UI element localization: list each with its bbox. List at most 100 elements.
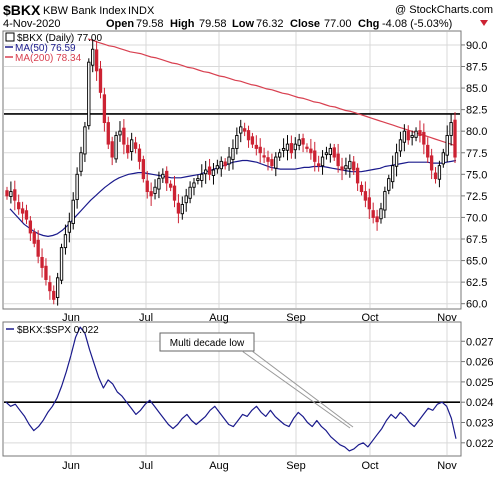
candle-body-down [262,155,266,158]
candle-body-down [110,141,114,158]
candle-body-down [313,150,317,162]
candle-body-down [422,132,426,145]
index-name: KBW Bank Index [43,5,127,17]
ratio-month-label: Aug [209,460,229,472]
ratio-tick-label: 0.026 [466,357,494,369]
candle-body-down [363,191,368,201]
ma200-line [87,38,457,147]
candle-body-down [242,128,247,132]
candle-body-down [352,161,356,171]
price-month-label: Oct [361,312,378,324]
ratio-tick-label: 0.027 [466,336,494,348]
ma200-path [87,38,457,147]
candle-body-up [402,130,407,143]
chg-value: -4.08 (-5.03%) [382,18,452,30]
price-month-label: Sep [286,312,306,324]
candle-body-down [359,184,364,193]
candle-body-up [118,130,122,136]
candle-body-down [418,130,422,136]
candle-body-up [441,152,445,165]
ratio-month-label: Jun [62,460,80,472]
candle-body-up [157,178,161,190]
candle-body-down [371,210,375,218]
candle-body-down [94,49,99,72]
low-label: Low [232,18,254,30]
candle-body-down [141,159,146,180]
price-tick-label: 82.5 [466,105,487,117]
candle-body-up [153,186,157,194]
ratio-tick-label: 0.023 [466,418,494,430]
open-label: Open [106,18,134,30]
candle-body-up [344,165,348,170]
close-label: Close [290,18,320,30]
price-legend: $BKX (Daily) 77.00 MA(50) 76.59 MA(200) … [5,32,102,64]
legend-price: $BKX (Daily) 77.00 [17,33,102,44]
candle-body-up [184,195,188,204]
candle-body-down [172,185,177,201]
candle-body-down [32,231,36,244]
candle-body-up [219,160,223,170]
candle-body-up [348,160,352,170]
candle-body-down [168,183,173,188]
candle-body-up [114,135,118,160]
candle-body-down [223,161,227,167]
ratio-x-axis: Jun Jul Aug Sep Oct Nov [62,460,457,472]
candle-body-up [445,135,449,156]
annotation-text: Multi decade low [170,338,245,349]
price-panel [2,30,462,310]
price-tick-label: 60.0 [466,299,487,311]
candle-body-down [126,144,130,154]
candle-body-up [437,165,442,180]
candle-body-down [40,257,44,268]
high-value: 79.58 [199,18,227,30]
candle-body-down [355,167,360,184]
candle-body-up [297,139,301,146]
candle-body-down [367,197,371,210]
candle-body-down [20,208,25,214]
price-tick-label: 67.5 [466,234,487,246]
price-tick-label: 75.0 [466,169,487,181]
candle-body-up [383,191,387,211]
open-value: 79.58 [136,18,164,30]
candle-body-down [149,191,153,197]
price-tick-label: 85.0 [466,83,487,95]
down-arrow-icon [480,20,488,26]
candle-body-down [332,147,336,158]
price-tick-label: 90.0 [466,40,487,52]
candle-body-down [250,136,255,145]
candle-body-down [336,153,340,167]
candle-body-up [285,143,290,151]
candle-body-up [410,135,414,138]
price-month-label: Nov [437,312,457,324]
price-grid [4,32,460,308]
chg-label: Chg [358,18,379,30]
candle-body-up [215,165,220,170]
candle-body-up [87,61,91,127]
price-tick-label: 65.0 [466,256,487,268]
symbol: $BKX [3,2,41,18]
candle-body-up [204,169,208,175]
candle-body-up [398,139,403,152]
candle-body-up [231,147,235,160]
candle-body-down [453,119,457,158]
candle-body-down [429,155,434,171]
candlesticks [5,39,457,306]
candle-body-up [379,208,383,220]
candle-body-down [5,190,9,197]
candle-body-down [301,138,305,145]
price-x-axis: Jun Jul Aug Sep Oct Nov [62,312,457,324]
candle-body-down [289,143,294,154]
candle-body-up [449,122,453,136]
price-tick-label: 77.5 [466,148,487,160]
candle-body-down [258,146,262,154]
price-tick-label: 72.5 [466,191,487,203]
annotation-callout: Multi decade low [159,332,354,429]
candle-body-up [387,178,391,191]
candle-body-up [274,156,278,169]
candle-body-down [28,220,33,234]
candle-body-down [375,216,379,223]
candle-body-down [426,144,430,158]
candle-body-down [340,166,344,171]
